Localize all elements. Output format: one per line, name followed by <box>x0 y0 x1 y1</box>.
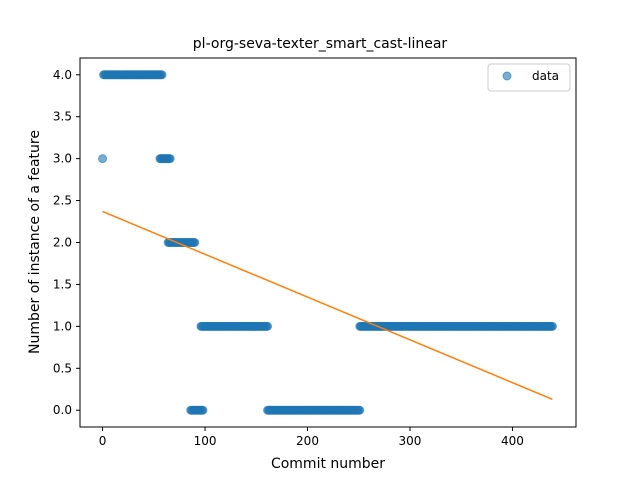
x-tick-label: 200 <box>296 434 319 448</box>
y-axis-label: Number of instance of a feature <box>27 130 43 354</box>
data-point <box>157 70 167 80</box>
chart-title: pl-org-seva-texter_smart_cast-linear <box>193 36 448 52</box>
data-point <box>190 238 200 247</box>
y-tick-label: 3.0 <box>53 152 72 166</box>
y-tick-label: 1.0 <box>53 319 72 333</box>
data-point <box>165 154 175 164</box>
x-tick-label: 100 <box>194 434 217 448</box>
legend-marker <box>502 71 512 81</box>
y-tick-label: 2.5 <box>53 194 72 208</box>
y-axis-ticks: 0.0 0.5 1.0 1.5 2.0 2.5 3.0 3.5 4.0 <box>53 68 80 417</box>
data-point <box>98 154 108 164</box>
y-tick-label: 0.5 <box>53 361 72 375</box>
y-tick-label: 3.5 <box>53 110 72 124</box>
data-point <box>355 405 365 415</box>
y-tick-label: 0.0 <box>53 403 72 417</box>
data-point <box>263 321 273 331</box>
y-tick-label: 1.5 <box>53 277 72 291</box>
data-point <box>547 321 557 331</box>
plot-area <box>79 57 577 428</box>
legend-label: data <box>532 69 559 83</box>
x-tick-label: 400 <box>501 434 524 448</box>
fit-line <box>102 210 553 401</box>
y-tick-label: 4.0 <box>53 68 72 82</box>
x-tick-label: 0 <box>99 434 107 448</box>
axes-frame <box>79 57 577 428</box>
legend-box <box>487 63 571 92</box>
x-axis-label: Commit number <box>271 456 385 472</box>
x-tick-label: 300 <box>399 434 422 448</box>
legend: data <box>487 63 571 92</box>
y-tick-label: 2.0 <box>53 236 72 250</box>
data-point <box>198 405 208 415</box>
x-axis-ticks: 0 100 200 300 400 <box>99 427 524 448</box>
